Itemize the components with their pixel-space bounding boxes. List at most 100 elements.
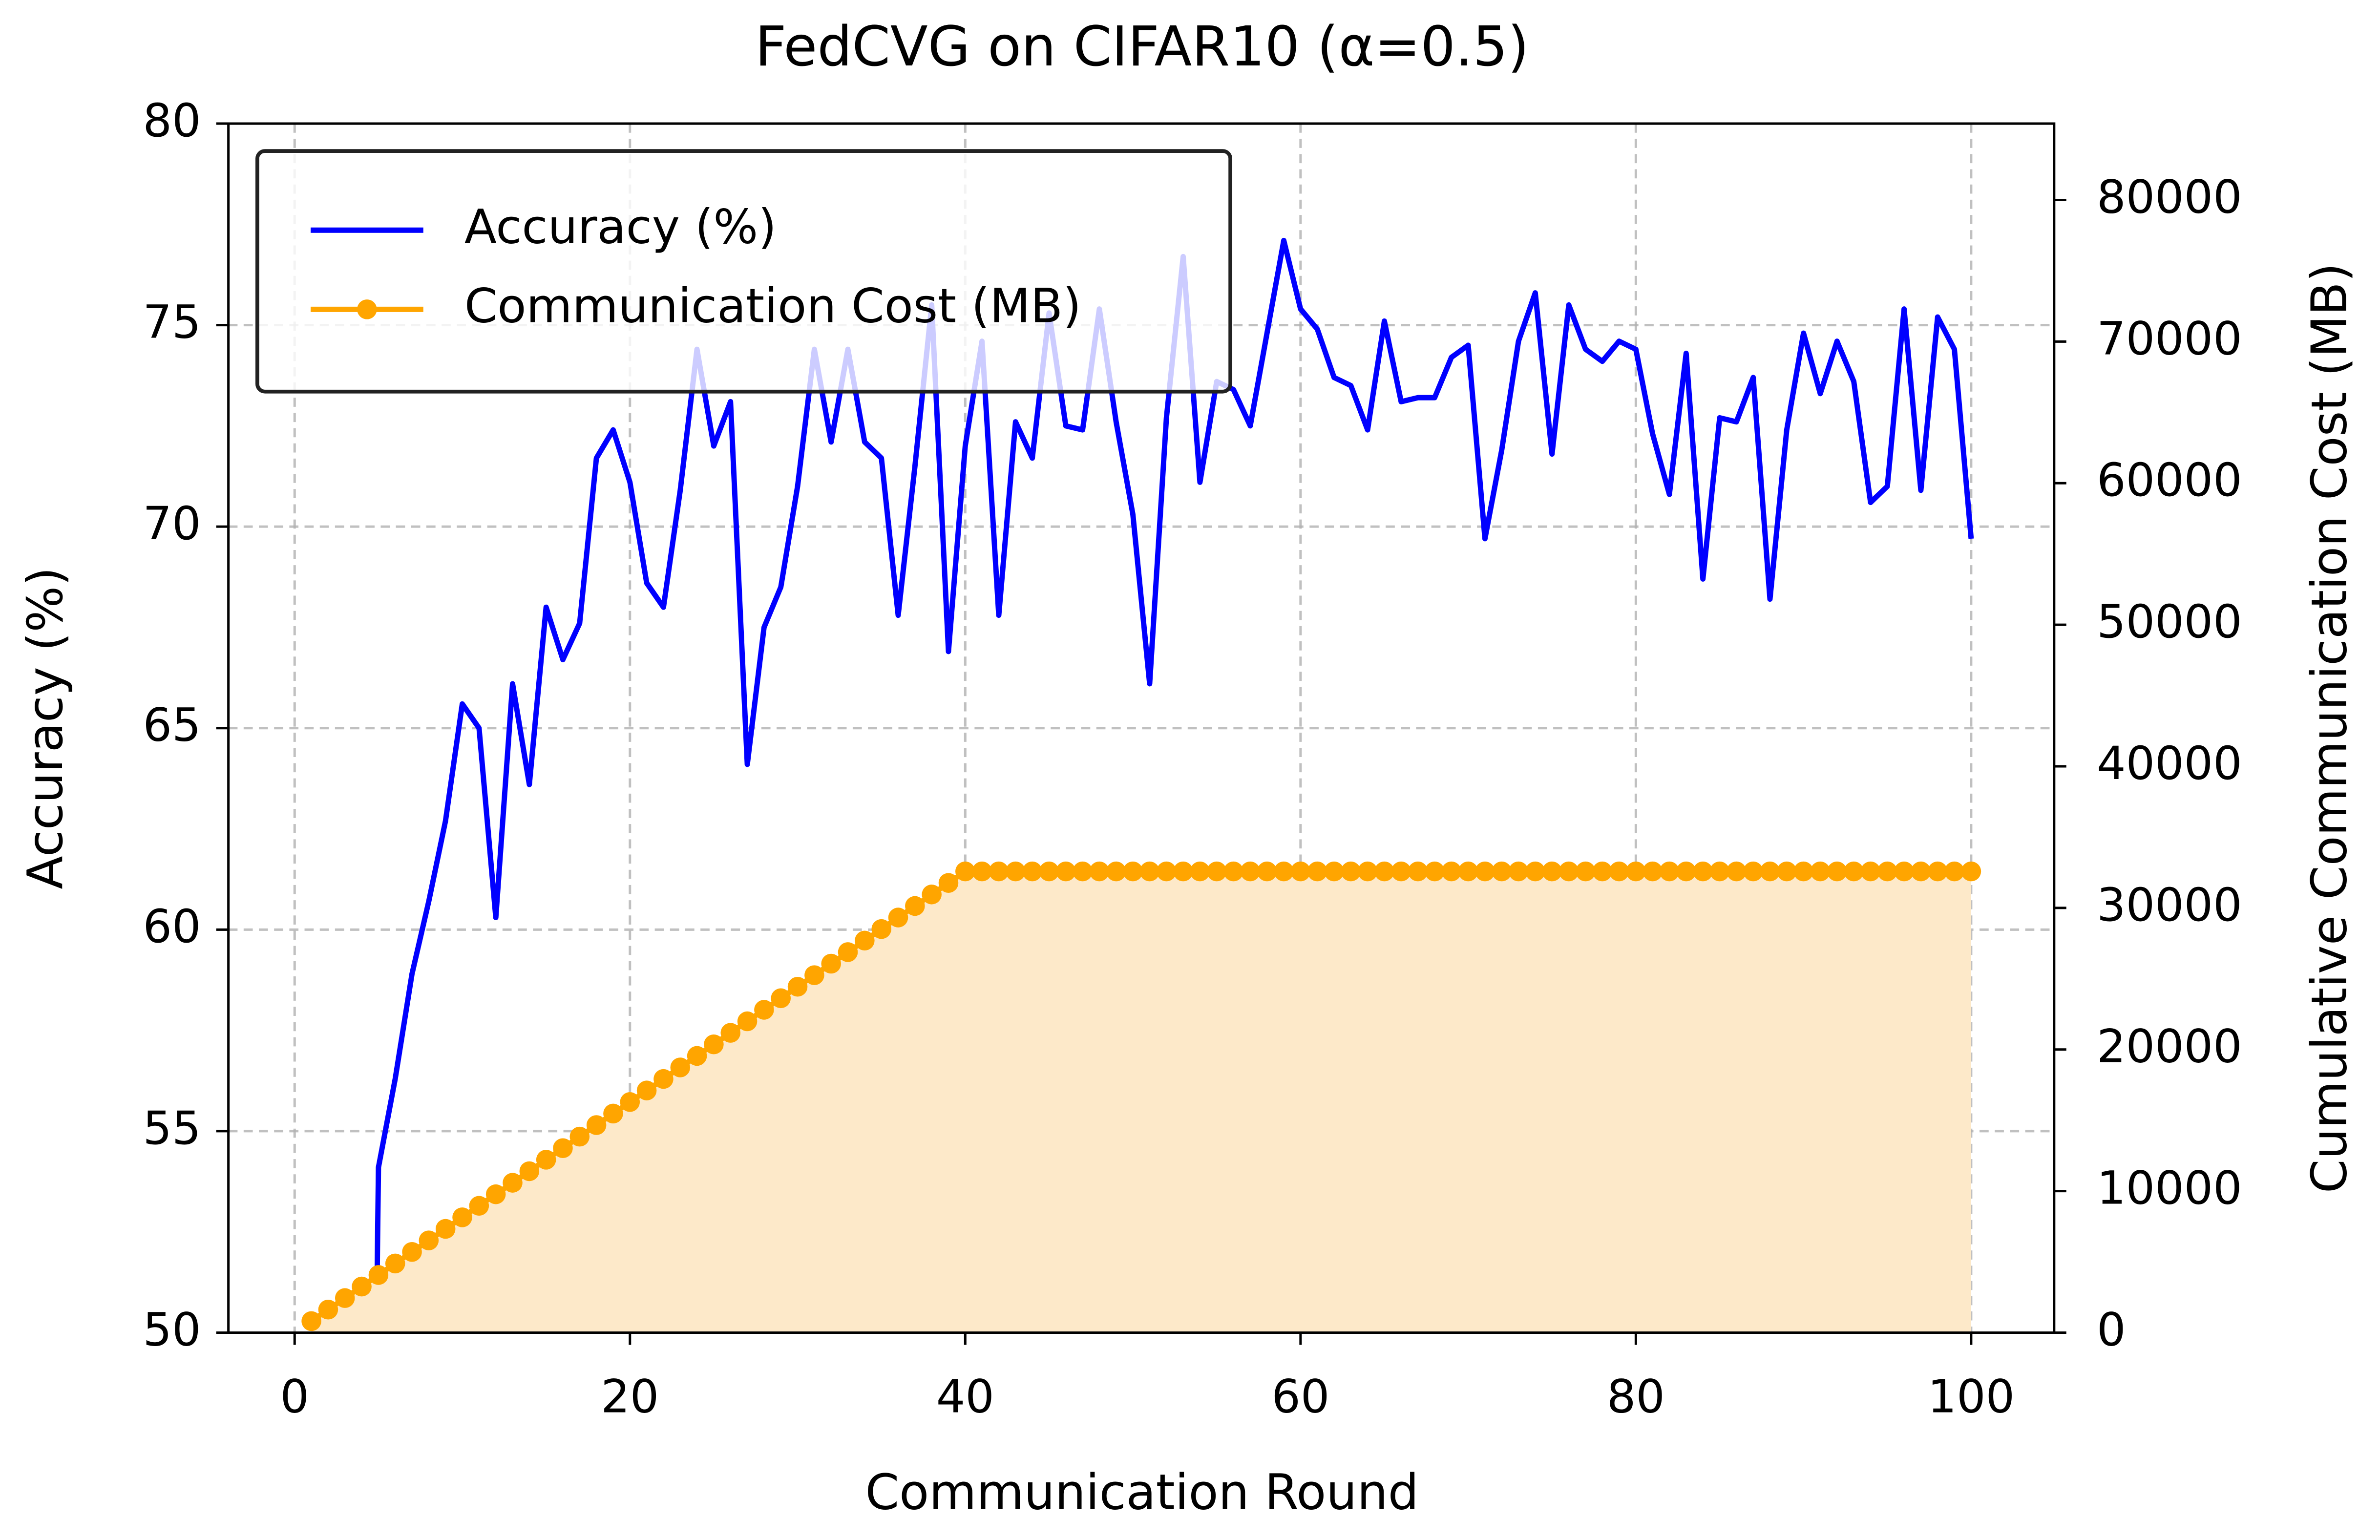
marker <box>1508 861 1529 882</box>
x-tick-label: 80 <box>1607 1371 1665 1424</box>
marker <box>1525 861 1545 882</box>
marker <box>1106 861 1126 882</box>
marker <box>821 953 841 974</box>
marker <box>687 1046 707 1066</box>
marker <box>771 988 791 1009</box>
marker <box>1492 861 1512 882</box>
marker <box>1911 861 1931 882</box>
y-tick-label: 60 <box>143 900 201 953</box>
marker <box>1073 861 1093 882</box>
marker <box>536 1150 556 1170</box>
marker <box>1927 861 1948 882</box>
marker <box>1877 861 1897 882</box>
marker <box>1860 861 1881 882</box>
marker <box>1425 861 1445 882</box>
marker <box>368 1265 389 1285</box>
legend-marker <box>357 299 377 319</box>
marker <box>301 1311 321 1331</box>
y-tick-label: 70 <box>143 497 201 550</box>
y2-tick-label: 50000 <box>2097 595 2242 649</box>
marker <box>922 885 942 905</box>
marker <box>1643 861 1663 882</box>
marker <box>1944 861 1964 882</box>
marker <box>1408 861 1428 882</box>
marker <box>569 1126 590 1147</box>
marker <box>1173 861 1193 882</box>
x-axis-title: Communication Round <box>865 1463 1419 1520</box>
marker <box>1206 861 1227 882</box>
marker <box>989 861 1009 882</box>
marker <box>1576 861 1596 882</box>
y-tick-label: 55 <box>143 1102 201 1155</box>
marker <box>1022 861 1042 882</box>
x-tick-label: 40 <box>936 1371 994 1424</box>
marker <box>603 1103 623 1124</box>
marker <box>1341 861 1361 882</box>
marker <box>1055 861 1076 882</box>
marker <box>720 1023 741 1043</box>
y-tick-label: 65 <box>143 699 201 752</box>
marker <box>838 942 858 962</box>
marker <box>955 861 975 882</box>
marker <box>1894 861 1914 882</box>
marker <box>1357 861 1378 882</box>
marker <box>1810 861 1831 882</box>
marker <box>335 1288 355 1308</box>
marker <box>1190 861 1210 882</box>
marker <box>553 1138 573 1159</box>
marker <box>1006 861 1026 882</box>
y2-tick-label: 0 <box>2097 1303 2126 1356</box>
marker <box>1257 861 1277 882</box>
legend-box <box>255 149 1233 394</box>
marker <box>1777 861 1797 882</box>
marker <box>1760 861 1780 882</box>
marker <box>318 1300 338 1320</box>
marker <box>419 1230 439 1250</box>
marker <box>1709 861 1730 882</box>
marker <box>1844 861 1864 882</box>
y-axis-title: Accuracy (%) <box>17 567 74 889</box>
marker <box>1609 861 1629 882</box>
marker <box>1089 861 1110 882</box>
marker <box>1391 861 1411 882</box>
marker <box>1592 861 1612 882</box>
axes: 0 20 40 60 80 100 50 55 60 65 70 75 80 0 10000 20000 300… <box>143 94 2242 1424</box>
marker <box>1274 861 1294 882</box>
y2-tick-label: 10000 <box>2097 1162 2242 1215</box>
legend: Accuracy (%) Communication Cost (MB) <box>255 149 1233 394</box>
chart-title: FedCVG on CIFAR10 (α=0.5) <box>755 15 1529 79</box>
marker <box>586 1115 607 1135</box>
marker <box>519 1161 540 1181</box>
marker <box>503 1173 523 1193</box>
y2-tick-label: 70000 <box>2097 312 2242 365</box>
marker <box>435 1219 456 1239</box>
y2-tick-label: 80000 <box>2097 170 2242 224</box>
marker <box>620 1092 640 1112</box>
y2-tick-label: 30000 <box>2097 879 2242 932</box>
area-fill <box>311 871 1971 1333</box>
marker <box>1676 861 1696 882</box>
marker <box>754 1000 774 1020</box>
marker <box>888 907 908 928</box>
y2-tick-label: 40000 <box>2097 737 2242 790</box>
marker <box>452 1207 472 1227</box>
legend-label: Communication Cost (MB) <box>464 278 1081 334</box>
marker <box>1727 861 1747 882</box>
marker <box>1223 861 1243 882</box>
marker <box>1659 861 1680 882</box>
y-tick-label: 75 <box>143 295 201 349</box>
x-tick-label: 20 <box>601 1371 659 1424</box>
series-line <box>374 237 1974 1333</box>
plot-area <box>301 237 1981 1333</box>
plot-frame <box>227 122 2056 1334</box>
y-tick-label: 80 <box>143 94 201 148</box>
marker <box>972 861 992 882</box>
marker <box>1156 861 1177 882</box>
marker <box>1475 861 1495 882</box>
marker <box>1240 861 1261 882</box>
marker <box>1743 861 1763 882</box>
x-tick-label: 0 <box>280 1371 309 1424</box>
y2-tick-label: 60000 <box>2097 454 2242 507</box>
legend-label: Accuracy (%) <box>464 199 777 254</box>
